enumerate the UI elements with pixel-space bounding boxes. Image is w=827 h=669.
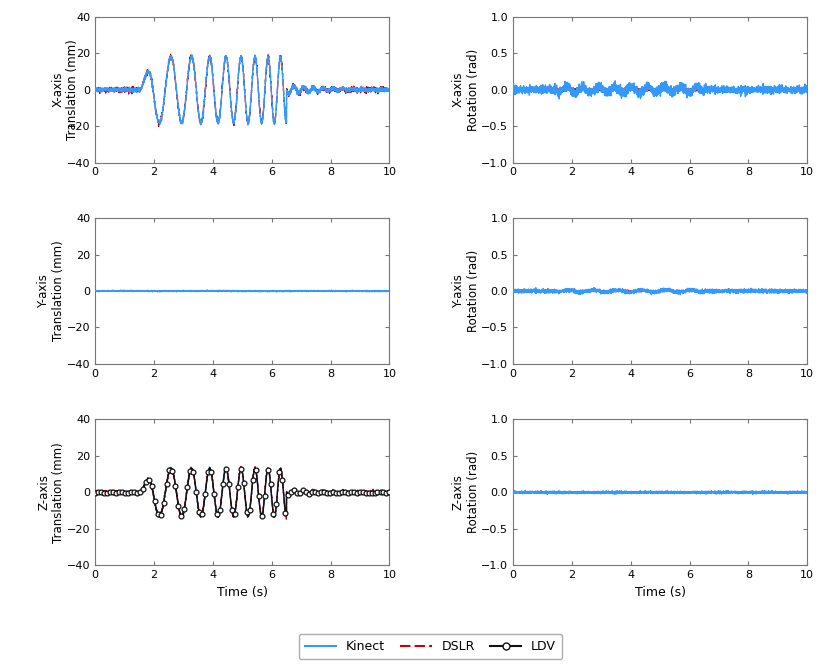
- Y-axis label: Z-axis
Rotation (rad): Z-axis Rotation (rad): [452, 451, 479, 533]
- Y-axis label: Y-axis
Rotation (rad): Y-axis Rotation (rad): [452, 250, 479, 332]
- Y-axis label: X-axis
Translation (mm): X-axis Translation (mm): [51, 39, 79, 140]
- Y-axis label: Y-axis
Translation (mm): Y-axis Translation (mm): [37, 241, 65, 341]
- X-axis label: Time (s): Time (s): [217, 586, 267, 599]
- X-axis label: Time (s): Time (s): [634, 586, 685, 599]
- Y-axis label: Z-axis
Translation (mm): Z-axis Translation (mm): [37, 442, 65, 543]
- Legend: Kinect, DSLR, LDV: Kinect, DSLR, LDV: [299, 634, 562, 660]
- Y-axis label: X-axis
Rotation (rad): X-axis Rotation (rad): [452, 49, 479, 131]
